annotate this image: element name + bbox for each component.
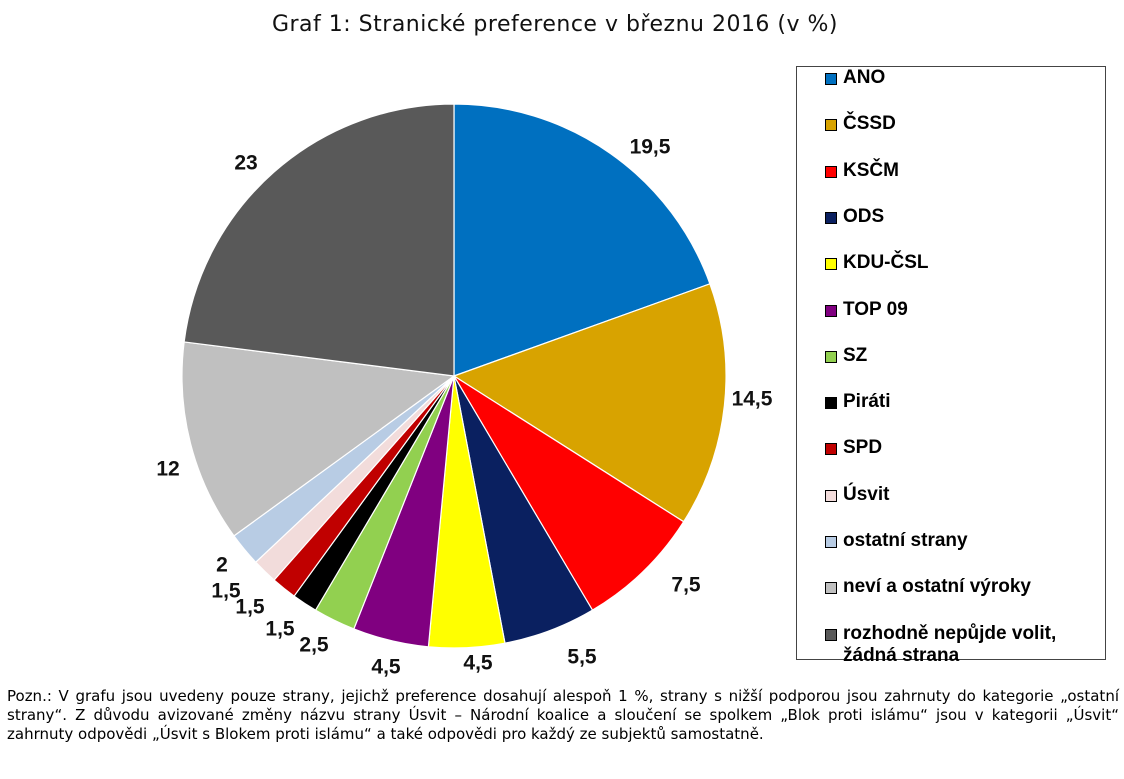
legend-label: KDU-ČSL xyxy=(843,252,929,274)
data-label-3: 7,5 xyxy=(671,574,701,597)
footnote: Pozn.: V grafu jsou uvedeny pouze strany… xyxy=(7,687,1119,743)
data-label-6: 4,5 xyxy=(371,656,401,679)
legend-swatch xyxy=(825,73,837,85)
legend-label: Piráti xyxy=(843,391,891,413)
legend-item-4: ODS xyxy=(825,206,884,228)
legend-item-6: TOP 09 xyxy=(825,299,908,321)
legend-item-2: ČSSD xyxy=(825,113,896,135)
legend-label: SPD xyxy=(843,437,883,459)
legend-label: neví a ostatní výroky xyxy=(843,576,1031,598)
data-label-8: 1,5 xyxy=(265,618,295,641)
legend-label: Úsvit xyxy=(843,483,890,505)
legend-label: rozhodně nepůjde volit, žádná strana xyxy=(843,622,1057,666)
legend-item-13: rozhodně nepůjde volit, žádná strana xyxy=(825,623,1056,667)
legend-swatch xyxy=(825,397,837,410)
legend-swatch xyxy=(825,165,837,178)
legend-item-7: SZ xyxy=(825,345,867,367)
pie-slice-1 xyxy=(453,103,711,377)
legend-swatch xyxy=(825,628,837,641)
data-label-5: 4,5 xyxy=(463,652,493,675)
pie-slice-13 xyxy=(183,103,455,377)
legend-swatch xyxy=(825,211,837,224)
legend-swatch xyxy=(825,119,837,132)
data-label-1: 19,5 xyxy=(630,136,671,159)
legend-swatch xyxy=(825,536,837,548)
legend-item-1: ANO xyxy=(825,67,885,89)
chart-legend: ANO ČSSD KSČM ODS KDU-ČSL TOP 09 SZ Piráti SPD Ús… xyxy=(796,66,1106,666)
data-label-13: 23 xyxy=(234,152,257,175)
legend-swatch xyxy=(825,582,837,595)
legend-item-8: Piráti xyxy=(825,391,891,413)
data-label-9: 1,5 xyxy=(235,596,265,619)
legend-label: ANO xyxy=(843,67,886,88)
data-label-12: 12 xyxy=(156,458,179,481)
legend-item-11: ostatní strany xyxy=(825,530,968,552)
legend-label: ostatní strany xyxy=(843,530,968,551)
data-label-10: 1,5 xyxy=(211,580,241,603)
legend-label: ODS xyxy=(843,205,885,227)
data-label-11: 2 xyxy=(216,554,228,577)
legend-label: ČSSD xyxy=(843,113,896,135)
legend-swatch xyxy=(825,350,837,363)
data-label-7: 2,5 xyxy=(299,634,329,657)
pie-slice-12 xyxy=(181,341,456,537)
data-label-4: 5,5 xyxy=(567,646,597,669)
legend-item-12: neví a ostatní výroky xyxy=(825,576,1031,598)
chart-title: Graf 1: Stranické preference v březnu 20… xyxy=(271,12,839,37)
legend-label: SZ xyxy=(843,344,868,366)
legend-swatch xyxy=(825,258,837,271)
legend-label: TOP 09 xyxy=(843,298,908,320)
legend-item-5: KDU-ČSL xyxy=(825,252,929,274)
legend-swatch xyxy=(825,443,837,456)
legend-swatch xyxy=(825,489,837,502)
legend-item-3: KSČM xyxy=(825,160,899,182)
legend-item-10: Úsvit xyxy=(825,484,889,506)
legend-label: KSČM xyxy=(843,159,899,181)
legend-item-9: SPD xyxy=(825,437,882,459)
pie-slice-3 xyxy=(453,375,685,611)
legend-swatch xyxy=(825,304,837,317)
pie-slice-2 xyxy=(452,283,727,523)
data-label-2: 14,5 xyxy=(732,388,773,411)
